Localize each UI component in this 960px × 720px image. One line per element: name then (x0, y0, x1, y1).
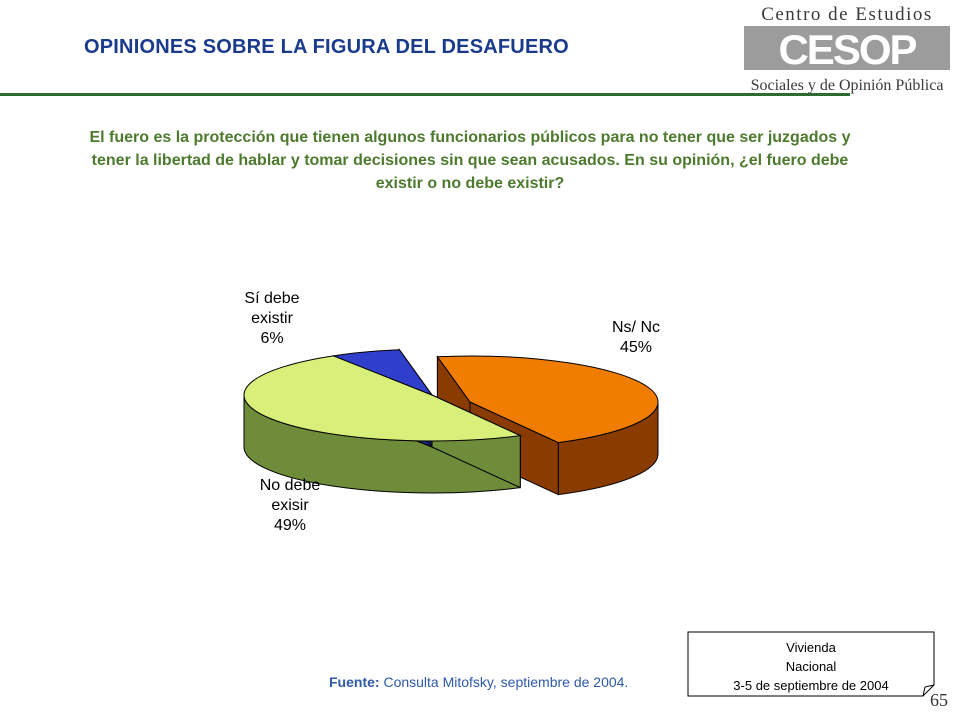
pie-slice-1 (243, 355, 523, 442)
source-text: Consulta Mitofsky, septiembre de 2004. (379, 674, 629, 690)
source-note: Fuente: Consulta Mitofsky, septiembre de… (329, 674, 628, 690)
slice-label-0-line-0: Ns/ Nc (612, 319, 660, 336)
pie-slice-2 (331, 349, 434, 397)
sample-info-line1: Vivienda (786, 640, 836, 655)
sample-info-line2: Nacional (785, 659, 837, 674)
pie-slice-0 (436, 355, 659, 444)
logo-bottom-text: Sociales y de Opinión Pública (751, 77, 944, 94)
slice-label-1-line-1: exisir (271, 497, 309, 514)
slice-label-1: No debe exisir 49% (260, 477, 321, 534)
survey-question: El fuero es la protección que tienen alg… (89, 129, 851, 192)
logo-mark-text: CESOP (778, 26, 916, 73)
page-title: OPINIONES SOBRE LA FIGURA DEL DESAFUERO (84, 36, 569, 58)
page-number: 65 (930, 690, 948, 710)
title-divider (0, 93, 850, 96)
slice-label-2-line-0: Sí debe (244, 290, 299, 307)
sample-info-box (687, 631, 935, 697)
slice-label-1-line-2: 49% (274, 517, 306, 534)
slice-label-2-line-1: existir (251, 310, 293, 327)
logo-top-text: Centro de Estudios (761, 4, 933, 25)
slice-label-2: Sí debe existir 6% (244, 290, 299, 347)
slice-label-0: Ns/ Nc 45% (612, 319, 660, 356)
slice-label-0-line-1: 45% (620, 339, 652, 356)
sample-info-text: Vivienda Nacional 3-5 de septiembre de 2… (687, 638, 935, 695)
slice-label-2-line-2: 6% (260, 330, 283, 347)
cesop-logo: Centro de Estudios CESOP Sociales y de O… (744, 4, 950, 94)
slice-label-1-line-0: No debe (260, 477, 321, 494)
sample-info-line3: 3-5 de septiembre de 2004 (733, 678, 889, 693)
source-label: Fuente: (329, 674, 380, 690)
